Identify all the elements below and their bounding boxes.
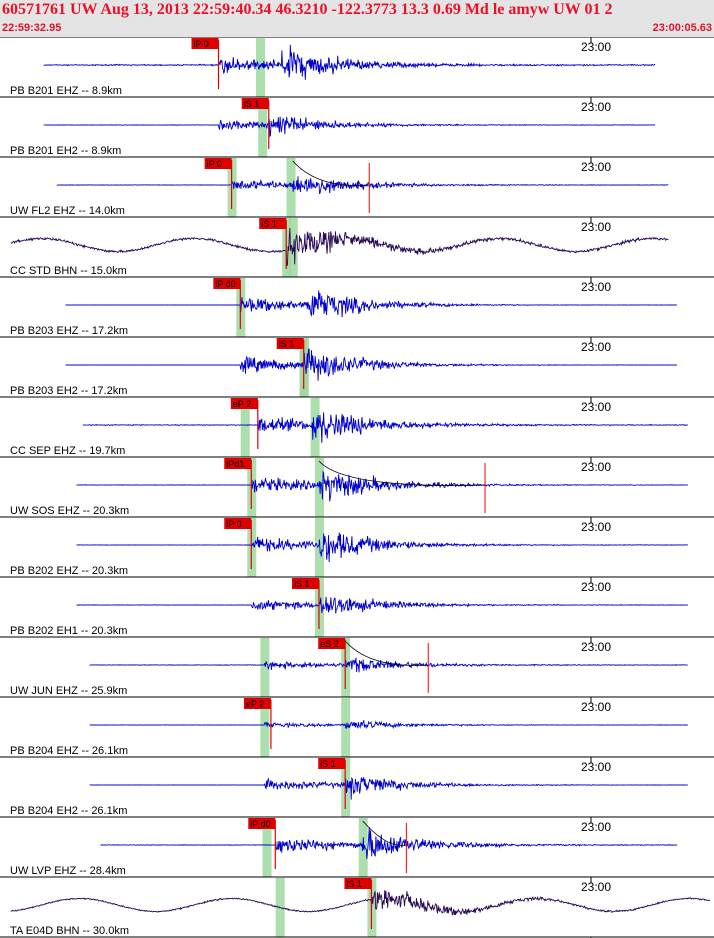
waveform-trace [43, 44, 656, 80]
time-tick-label: 23:00 [581, 100, 611, 114]
pick-label-box [241, 98, 269, 109]
pick-window [260, 638, 270, 697]
pick-label-box [248, 818, 276, 829]
waveform-trace [10, 890, 711, 916]
waveform-trace [89, 657, 688, 673]
waveform-trace [89, 776, 688, 800]
station-label: PB B201 EH2 -- 8.9km [10, 145, 121, 157]
station-label: PB B203 EHZ -- 17.2km [10, 325, 128, 337]
time-tick-label: 23:00 [581, 820, 611, 834]
pick-label: iS 1 [279, 339, 295, 349]
pick-label-box [318, 758, 346, 769]
label-layer: 23:00 iP 0 PB B201 EHZ -- 8.9km 23:00 iS 1 PB… [10, 38, 611, 937]
waveform-trace [100, 827, 678, 859]
waveform-layer [10, 44, 711, 916]
pick-label: iS 1 [261, 219, 277, 229]
pick-label-box [224, 458, 252, 469]
pick-label-box [224, 518, 252, 529]
pick-label: iP 0 [207, 159, 222, 169]
pick-label-box [191, 38, 219, 49]
window-start-time: 22:59:32.95 [2, 22, 62, 34]
waveform-trace [65, 348, 677, 381]
pick-label: iS 1 [320, 759, 336, 769]
pick-label: iS 1 [346, 879, 362, 889]
time-tick-label: 23:00 [581, 340, 611, 354]
pick-label: iS 1 [294, 579, 310, 589]
coda-fit-curve [318, 460, 486, 486]
station-label: UW JUN EHZ -- 25.9km [10, 685, 127, 697]
seismogram-plot[interactable]: 23:00 iP 0 PB B201 EHZ -- 8.9km 23:00 iS 1 PB… [0, 37, 714, 938]
station-label: UW FL2 EHZ -- 14.0km [10, 205, 125, 217]
event-header: 60571761 UW Aug 13, 2013 22:59:40.34 46.… [0, 0, 714, 37]
pick-label-box [291, 578, 319, 589]
pick-window [286, 158, 296, 217]
row-separators [0, 37, 714, 938]
pick-label-box [243, 698, 271, 709]
waveform-trace [76, 532, 689, 563]
pick-window [262, 818, 272, 877]
pick-label-box [204, 158, 232, 169]
pick-label-box [213, 278, 241, 289]
pick-label-box [259, 218, 287, 229]
waveform-trace [43, 116, 656, 138]
waveform-trace [65, 290, 677, 318]
time-tick-label: 23:00 [581, 640, 611, 654]
pick-window [260, 698, 270, 757]
waveform-trace [10, 228, 669, 267]
time-tick-label: 23:00 [581, 160, 611, 174]
pick-label: eP 2 [246, 699, 264, 709]
station-label: CC SEP EHZ -- 19.7km [10, 445, 125, 457]
station-label: PB B202 EHZ -- 20.3km [10, 565, 128, 577]
pick-label: iS 1 [244, 99, 260, 109]
waveform-trace [89, 720, 688, 730]
time-tick-label: 23:00 [581, 700, 611, 714]
time-tick-label: 23:00 [581, 580, 611, 594]
waveform-trace [82, 412, 688, 443]
time-tick-label: 23:00 [581, 400, 611, 414]
station-label: UW LVP EHZ -- 28.4km [10, 865, 126, 877]
time-tick-label: 23:00 [581, 220, 611, 234]
pick-label: eP 2 [233, 399, 251, 409]
pick-window [240, 398, 250, 457]
waveform-trace [76, 470, 689, 502]
time-tick-label: 23:00 [581, 760, 611, 774]
pick-label: iP d0 [215, 279, 235, 289]
pick-label: iP d0 [250, 819, 270, 829]
pick-label: eS 2 [320, 639, 339, 649]
coda-fit-curve [292, 160, 370, 186]
pick-label: iPd1 [226, 459, 244, 469]
time-tick-label: 23:00 [581, 280, 611, 294]
time-tick-label: 23:00 [581, 40, 611, 54]
station-label: PB B202 EH1 -- 20.3km [10, 625, 127, 637]
pick-window [258, 98, 268, 157]
coda-fit-curve [344, 640, 429, 666]
pick-window [255, 38, 265, 97]
waveform-trace [76, 596, 688, 614]
pick-label-box [276, 338, 304, 349]
pick-label: iP 0 [226, 519, 241, 529]
station-label: UW SOS EHZ -- 20.3km [10, 505, 129, 517]
station-label: CC STD BHN -- 15.0km [10, 265, 127, 277]
station-label: PB B204 EHZ -- 26.1km [10, 745, 128, 757]
pick-label-box [230, 398, 258, 409]
station-label: TA E04D BHN -- 30.0km [10, 925, 129, 937]
coda-fit-curve [362, 820, 407, 846]
pick-label-box [344, 878, 372, 889]
time-tick-label: 23:00 [581, 520, 611, 534]
window-end-time: 23:00:05.63 [652, 22, 712, 34]
station-label: PB B204 EH2 -- 26.1km [10, 805, 127, 817]
pick-label-box [318, 638, 346, 649]
station-label: PB B201 EHZ -- 8.9km [10, 85, 122, 97]
station-label: PB B203 EH2 -- 17.2km [10, 385, 127, 397]
time-tick-label: 23:00 [581, 880, 611, 894]
time-tick-label: 23:00 [581, 460, 611, 474]
event-title: 60571761 UW Aug 13, 2013 22:59:40.34 46.… [2, 1, 613, 18]
pick-label: iP 0 [193, 39, 208, 49]
